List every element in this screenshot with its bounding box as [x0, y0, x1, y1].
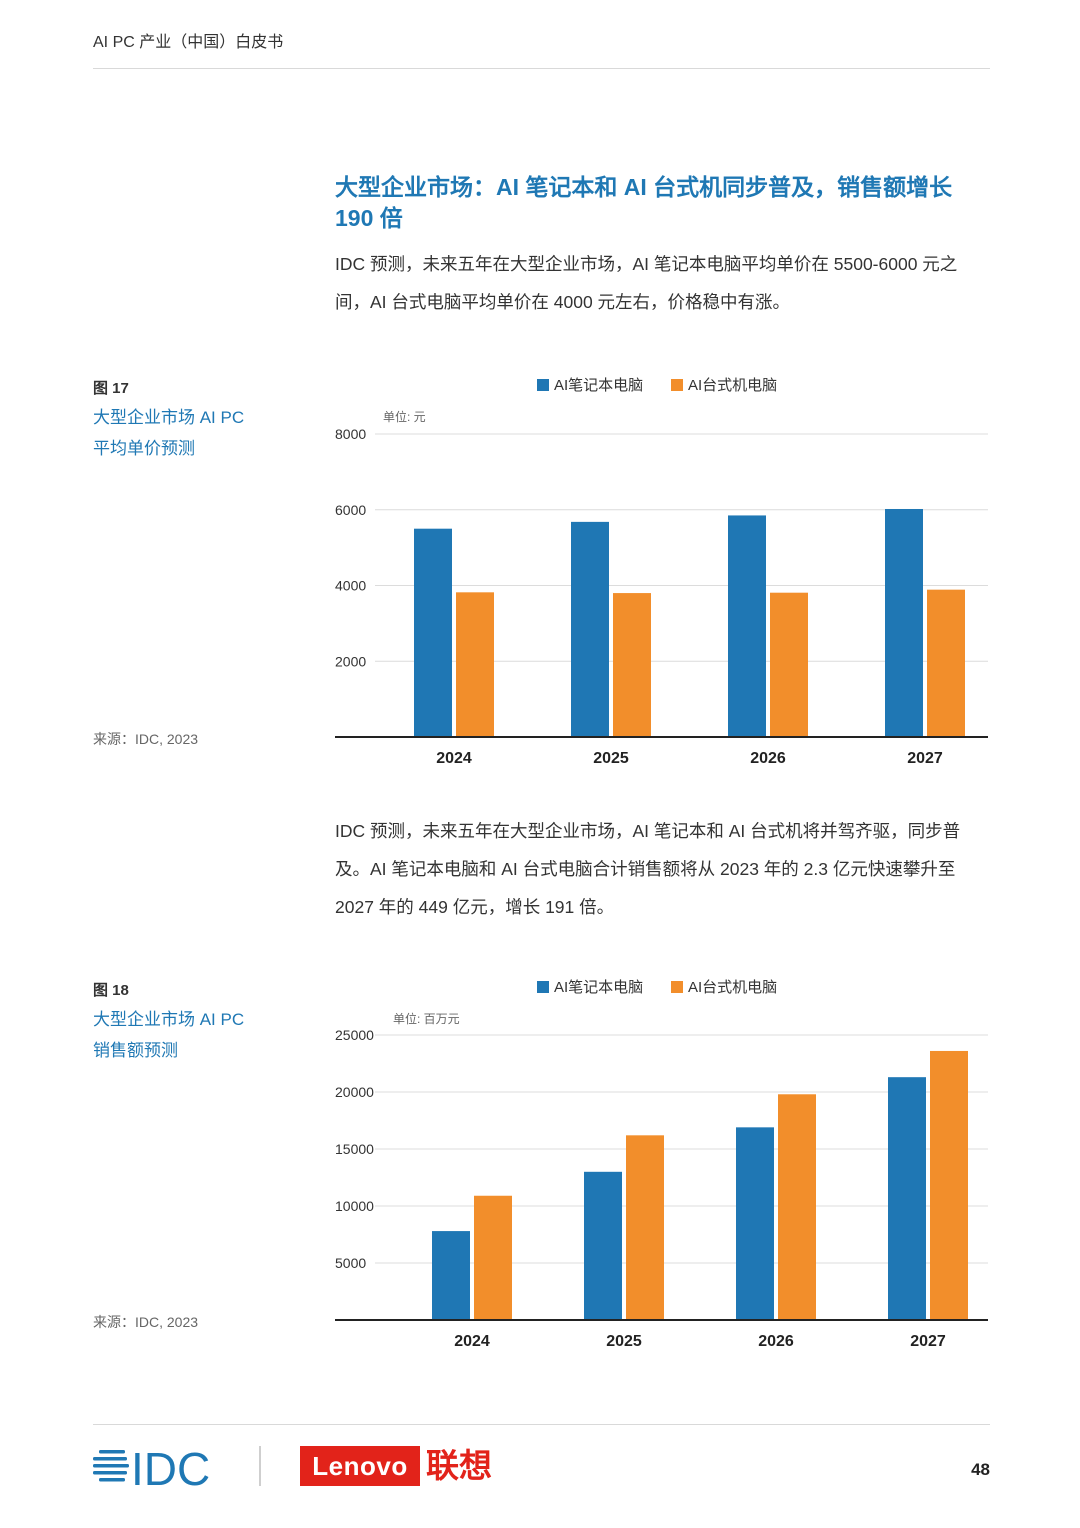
bar [474, 1195, 512, 1320]
legend-swatch [671, 981, 683, 993]
x-tick-label: 2025 [593, 750, 629, 767]
bar [930, 1050, 968, 1320]
page-number: 48 [971, 1460, 990, 1479]
y-tick-label: 25000 [335, 1027, 374, 1043]
figure-18-title-line2: 销售额预测 [93, 1041, 178, 1060]
paragraph-2: IDC 预测，未来五年在大型企业市场，AI 笔记本和 AI 台式机将并驾齐驱，同… [335, 821, 961, 917]
bar [626, 1135, 664, 1320]
x-tick-label: 2024 [436, 750, 472, 767]
y-tick-label: 15000 [335, 1141, 374, 1157]
lenovo-cn-logo: 联想 [426, 1447, 492, 1484]
unit-label: 单位: 百万元 [393, 1011, 460, 1026]
lenovo-logo: Lenovo [300, 1446, 420, 1486]
idc-logo-stripe [93, 1464, 129, 1468]
paragraph-1: IDC 预测，未来五年在大型企业市场，AI 笔记本电脑平均单价在 5500-60… [335, 254, 958, 312]
legend-label: AI笔记本电脑 [554, 979, 643, 996]
bar [414, 528, 452, 737]
figure-17-title: 大型企业市场 AI PC 平均单价预测 [93, 402, 293, 464]
bar [778, 1094, 816, 1320]
idc-logo-stripe [93, 1471, 127, 1475]
legend-swatch [537, 379, 549, 391]
y-tick-label: 6000 [335, 502, 366, 518]
footer-divider [93, 1424, 990, 1425]
header-divider [93, 68, 990, 69]
bar [613, 593, 651, 737]
figure-18-title-line1: 大型企业市场 AI PC [93, 1010, 245, 1029]
y-tick-label: 20000 [335, 1084, 374, 1100]
legend-label: AI笔记本电脑 [554, 377, 643, 394]
figure-18-source: 来源：IDC, 2023 [93, 1314, 199, 1330]
bar [584, 1171, 622, 1320]
x-tick-label: 2026 [758, 1333, 794, 1350]
bar [736, 1127, 774, 1320]
idc-logo-text: IDC [131, 1444, 210, 1490]
y-tick-label: 2000 [335, 653, 366, 669]
bar [432, 1231, 470, 1320]
idc-logo-stripe [99, 1450, 125, 1454]
x-tick-label: 2026 [750, 750, 786, 767]
y-tick-label: 8000 [335, 426, 366, 442]
bar [885, 508, 923, 737]
legend-swatch [671, 379, 683, 391]
legend-label: AI台式机电脑 [688, 377, 777, 394]
section-heading: 大型企业市场：AI 笔记本和 AI 台式机同步普及，销售额增长 190 倍 [335, 174, 953, 231]
unit-label: 单位: 元 [383, 409, 426, 424]
bar [456, 592, 494, 737]
figure-17-title-line1: 大型企业市场 AI PC [93, 408, 245, 427]
x-tick-label: 2027 [907, 750, 943, 767]
logo-divider [259, 1446, 261, 1486]
y-tick-label: 5000 [335, 1255, 366, 1271]
page-header-title: AI PC 产业（中国）白皮书 [93, 34, 284, 51]
idc-logo-stripe [99, 1478, 125, 1482]
figure-17-title-line2: 平均单价预测 [93, 439, 195, 458]
figure-18-label: 图 18 [93, 982, 129, 999]
bar [571, 521, 609, 737]
x-tick-label: 2024 [454, 1333, 490, 1350]
x-tick-label: 2027 [910, 1333, 946, 1350]
bar [927, 589, 965, 737]
y-tick-label: 4000 [335, 578, 366, 594]
bar [770, 592, 808, 737]
idc-logo: IDC [93, 1444, 210, 1490]
x-tick-label: 2025 [606, 1333, 642, 1350]
legend-swatch [537, 981, 549, 993]
bar [728, 515, 766, 737]
bar [888, 1077, 926, 1320]
legend-label: AI台式机电脑 [688, 979, 777, 996]
figure-17-label: 图 17 [93, 380, 129, 397]
figure-18-title: 大型企业市场 AI PC 销售额预测 [93, 1004, 293, 1066]
y-tick-label: 10000 [335, 1198, 374, 1214]
idc-logo-stripe [93, 1457, 127, 1461]
figure-17-source: 来源：IDC, 2023 [93, 731, 199, 747]
